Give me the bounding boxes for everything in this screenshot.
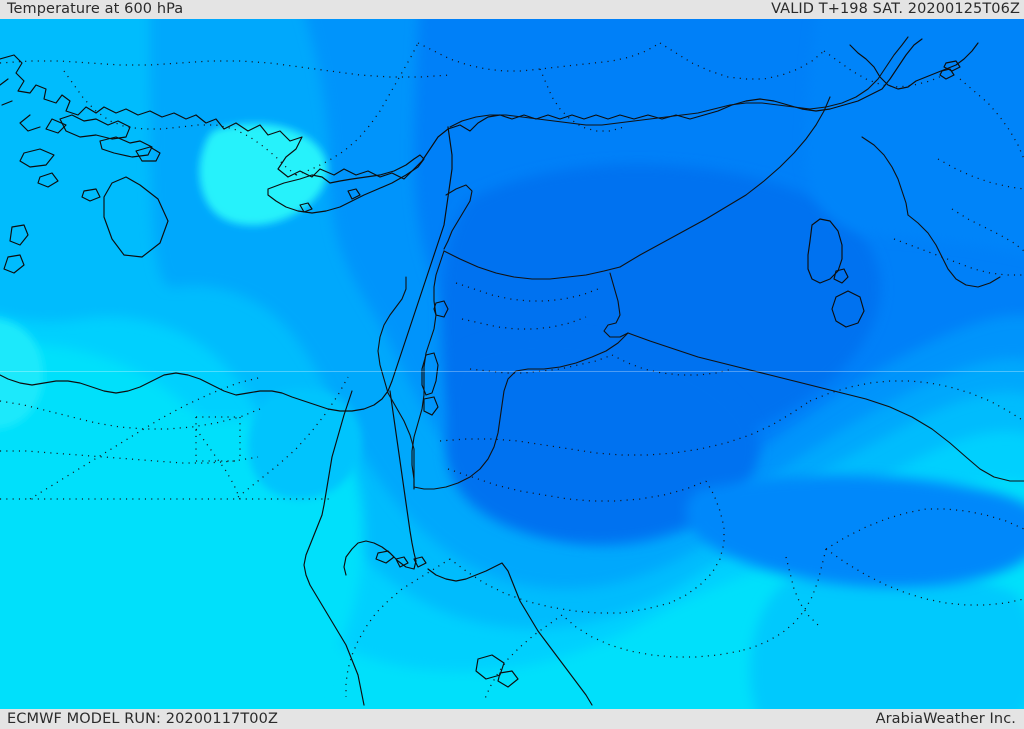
borders-dotted-layer bbox=[0, 42, 1024, 702]
dotted-border-egypt-6 bbox=[195, 428, 241, 500]
map-raster bbox=[0, 19, 1024, 709]
coastline-sinai bbox=[343, 390, 417, 576]
border-turkey-syria bbox=[449, 36, 909, 128]
island-cyprus bbox=[267, 154, 425, 214]
border-israel-egypt bbox=[387, 392, 415, 490]
coastline-suez-west bbox=[303, 390, 365, 706]
dotted-border-saudi-6 bbox=[809, 380, 1024, 422]
island-aegean-1 bbox=[59, 114, 131, 140]
dotted-border-levant-2 bbox=[461, 316, 587, 330]
coastline-levant bbox=[0, 126, 453, 412]
page-title: Temperature at 600 hPa bbox=[7, 1, 184, 17]
temperature-field bbox=[0, 19, 1024, 709]
coastline-aegean bbox=[0, 54, 197, 120]
borders-solid-layer bbox=[377, 36, 1024, 490]
dotted-border-saudi-1 bbox=[439, 400, 811, 456]
island-tiran-2 bbox=[497, 670, 519, 688]
dotted-border-iran-1 bbox=[959, 78, 1024, 160]
coastline-persian-gulf bbox=[807, 218, 843, 284]
island-aegean-3 bbox=[135, 146, 161, 162]
island-small-2 bbox=[81, 188, 101, 202]
border-lebanon bbox=[443, 184, 473, 250]
cool-lobe-southeast bbox=[750, 567, 1024, 709]
lake-iraq-2 bbox=[939, 68, 955, 80]
cold-tongue-east bbox=[686, 475, 1024, 588]
island-small-3 bbox=[9, 224, 29, 246]
header-bar: Temperature at 600 hPa VALID T+198 SAT. … bbox=[0, 0, 1024, 19]
lake-iraq-1 bbox=[943, 60, 961, 72]
dotted-border-egypt-1 bbox=[0, 400, 261, 430]
island-redsea-3 bbox=[413, 556, 427, 568]
river-system-iraq bbox=[849, 42, 979, 90]
island-redsea-2 bbox=[395, 556, 409, 568]
temperature-map[interactable] bbox=[0, 19, 1024, 709]
warm-max-west-edge bbox=[0, 319, 44, 429]
lake-dead-sea bbox=[421, 352, 439, 396]
border-gulf-coast bbox=[907, 214, 1001, 288]
border-saudi-iraq-east bbox=[627, 332, 1024, 482]
dotted-border-anatolia-6 bbox=[659, 42, 825, 80]
island-crete bbox=[19, 148, 55, 168]
island-cyprus-detail bbox=[299, 188, 361, 213]
cool-notch-delta bbox=[248, 388, 362, 500]
border-iraq-syria-diagonal bbox=[619, 96, 831, 268]
coastline-aegean-inner bbox=[0, 78, 67, 134]
coastlines-layer bbox=[0, 38, 979, 706]
border-israel-jordan bbox=[411, 250, 445, 490]
valid-time-label: VALID T+198 SAT. 20200125T06Z bbox=[771, 1, 1020, 17]
island-redsea-1 bbox=[375, 550, 395, 564]
border-egypt-negev bbox=[377, 276, 407, 394]
dotted-border-anatolia-3 bbox=[295, 42, 419, 176]
island-qatar-south bbox=[831, 290, 865, 328]
dotted-border-saudi-7 bbox=[825, 508, 1024, 550]
border-jordan-saudi bbox=[413, 332, 629, 490]
footer-bar: ECMWF MODEL RUN: 20200117T00Z ArabiaWeat… bbox=[0, 709, 1024, 729]
lake-galilee bbox=[433, 300, 449, 318]
lake-dead-sea-south bbox=[423, 396, 439, 416]
island-small-4 bbox=[3, 254, 25, 274]
island-aegean-2 bbox=[99, 136, 153, 158]
coastline-redsea-east bbox=[427, 562, 593, 706]
dotted-border-levant-1 bbox=[455, 282, 599, 302]
border-iraq-jordan-hook bbox=[603, 272, 629, 338]
cold-area-iraq bbox=[805, 19, 1024, 255]
band-coldest-blue-lobe bbox=[445, 334, 759, 544]
model-run-label: ECMWF MODEL RUN: 20200117T00Z bbox=[7, 711, 278, 727]
island-rhodes bbox=[103, 176, 169, 258]
island-bahrain bbox=[833, 268, 849, 284]
border-kuwait bbox=[861, 136, 909, 216]
border-syria-jordan-iraq bbox=[443, 250, 621, 280]
island-small-1 bbox=[37, 172, 59, 188]
brand-label: ArabiaWeather Inc. bbox=[875, 711, 1016, 727]
